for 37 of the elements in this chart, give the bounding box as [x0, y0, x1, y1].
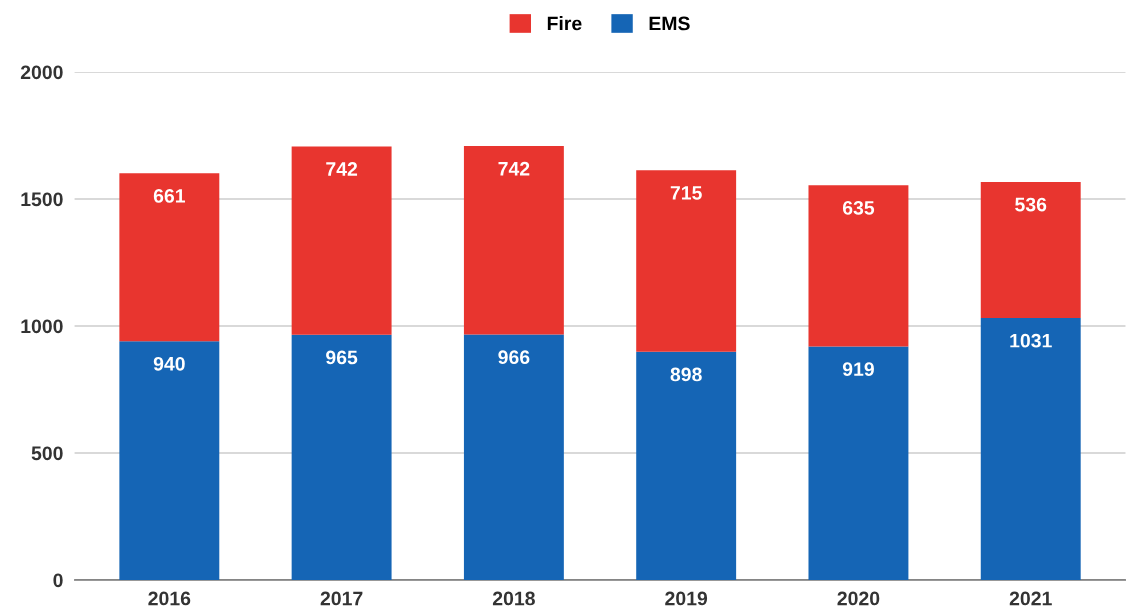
- legend-label: Fire: [547, 16, 582, 31]
- bar: [463, 146, 564, 335]
- x-tick-label: 2017: [320, 591, 363, 606]
- data-label: 661: [153, 189, 186, 203]
- bar: [980, 318, 1081, 580]
- data-label: 635: [842, 200, 875, 215]
- x-tick-label: 2019: [665, 591, 708, 606]
- bar: [808, 185, 909, 347]
- data-label: 898: [670, 367, 702, 382]
- bar: [291, 146, 392, 335]
- data-label: 919: [842, 362, 874, 377]
- bar: [291, 334, 392, 580]
- bar: [119, 173, 220, 342]
- y-tick-label: 0: [53, 573, 63, 588]
- y-tick-label: 1000: [21, 319, 63, 334]
- bar: [980, 181, 1081, 319]
- data-label: 1031: [1010, 333, 1052, 348]
- data-label: 742: [498, 161, 530, 176]
- y-tick-label: 2000: [20, 65, 63, 80]
- y-tick-label: 1500: [21, 192, 63, 207]
- bar: [636, 351, 737, 580]
- x-tick-label: 2018: [492, 591, 535, 606]
- data-label: 536: [1015, 197, 1047, 212]
- x-tick-label: 2016: [148, 591, 191, 606]
- data-label: 966: [498, 350, 530, 365]
- bar: [636, 170, 737, 352]
- legend-label: EMS: [649, 16, 690, 31]
- bar: [808, 346, 909, 580]
- data-label: 742: [326, 162, 358, 176]
- data-label: 940: [153, 356, 185, 371]
- bar: [463, 334, 564, 580]
- data-label: 715: [670, 186, 702, 200]
- bar: [119, 341, 220, 580]
- x-tick-label: 2021: [1009, 591, 1052, 606]
- y-tick-label: 500: [31, 446, 63, 461]
- x-tick-label: 2020: [837, 591, 880, 606]
- data-label: 965: [326, 350, 358, 365]
